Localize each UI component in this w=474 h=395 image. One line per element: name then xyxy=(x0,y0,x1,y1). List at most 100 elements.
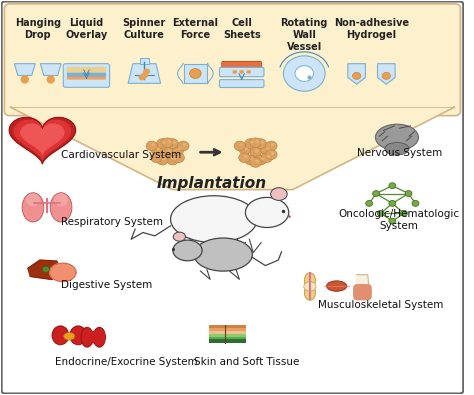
Circle shape xyxy=(245,147,248,150)
Circle shape xyxy=(245,139,256,149)
Text: Implantation: Implantation xyxy=(156,176,267,191)
Circle shape xyxy=(250,157,254,160)
Circle shape xyxy=(157,139,168,149)
Ellipse shape xyxy=(81,327,93,347)
FancyBboxPatch shape xyxy=(67,67,106,73)
Circle shape xyxy=(250,147,261,157)
Ellipse shape xyxy=(385,143,409,155)
Circle shape xyxy=(373,191,380,197)
Circle shape xyxy=(250,138,261,148)
Circle shape xyxy=(245,155,256,165)
FancyBboxPatch shape xyxy=(353,284,372,297)
Circle shape xyxy=(389,200,396,206)
FancyBboxPatch shape xyxy=(4,4,460,116)
Circle shape xyxy=(389,183,396,189)
FancyBboxPatch shape xyxy=(353,288,372,300)
Circle shape xyxy=(178,147,182,150)
Polygon shape xyxy=(14,120,71,160)
Circle shape xyxy=(246,70,251,74)
Polygon shape xyxy=(348,64,365,85)
Polygon shape xyxy=(47,76,54,83)
Ellipse shape xyxy=(271,188,287,200)
Ellipse shape xyxy=(304,285,316,300)
Circle shape xyxy=(157,155,168,165)
Circle shape xyxy=(42,266,50,273)
FancyBboxPatch shape xyxy=(63,64,109,87)
Ellipse shape xyxy=(50,193,72,222)
Circle shape xyxy=(255,149,259,152)
Circle shape xyxy=(167,139,178,149)
Circle shape xyxy=(265,141,277,151)
Circle shape xyxy=(255,140,259,143)
Circle shape xyxy=(162,147,173,157)
Circle shape xyxy=(172,157,176,160)
Circle shape xyxy=(405,191,412,197)
Text: Rotating
Wall
Vessel: Rotating Wall Vessel xyxy=(281,19,328,52)
Circle shape xyxy=(156,155,160,158)
FancyBboxPatch shape xyxy=(82,331,105,343)
Text: Cardiovascular System: Cardiovascular System xyxy=(61,150,181,160)
Circle shape xyxy=(151,145,163,155)
Circle shape xyxy=(266,155,270,158)
Polygon shape xyxy=(10,107,455,190)
Text: Oncologic/Hematologic
System: Oncologic/Hematologic System xyxy=(339,209,460,231)
Circle shape xyxy=(141,73,148,79)
Ellipse shape xyxy=(22,193,44,222)
FancyBboxPatch shape xyxy=(222,62,262,69)
Circle shape xyxy=(266,147,270,150)
Text: Nervous System: Nervous System xyxy=(356,148,442,158)
Circle shape xyxy=(234,141,246,151)
Ellipse shape xyxy=(327,281,346,291)
Circle shape xyxy=(265,150,277,160)
Circle shape xyxy=(162,141,166,144)
Ellipse shape xyxy=(64,333,75,340)
Ellipse shape xyxy=(194,238,252,271)
Circle shape xyxy=(138,75,146,81)
Circle shape xyxy=(190,69,201,79)
Text: Skin and Soft Tissue: Skin and Soft Tissue xyxy=(194,357,299,367)
Polygon shape xyxy=(50,263,76,282)
Circle shape xyxy=(172,141,176,144)
Circle shape xyxy=(260,141,264,144)
FancyBboxPatch shape xyxy=(209,331,246,334)
Circle shape xyxy=(255,160,259,163)
Circle shape xyxy=(167,140,171,143)
Ellipse shape xyxy=(304,282,316,291)
Polygon shape xyxy=(377,64,395,85)
FancyBboxPatch shape xyxy=(219,68,264,77)
Ellipse shape xyxy=(70,326,87,345)
Circle shape xyxy=(151,143,155,146)
Circle shape xyxy=(232,70,237,74)
Polygon shape xyxy=(21,76,28,83)
Polygon shape xyxy=(184,64,207,83)
FancyBboxPatch shape xyxy=(140,58,149,64)
Circle shape xyxy=(167,155,178,165)
Ellipse shape xyxy=(173,232,185,241)
Text: Musculoskeletal System: Musculoskeletal System xyxy=(318,300,444,310)
Circle shape xyxy=(167,149,171,152)
Circle shape xyxy=(261,145,272,155)
Ellipse shape xyxy=(304,273,316,288)
Text: Respiratory System: Respiratory System xyxy=(61,217,163,227)
Text: External
Force: External Force xyxy=(173,19,219,40)
Ellipse shape xyxy=(246,198,289,228)
Circle shape xyxy=(162,157,166,160)
Circle shape xyxy=(239,143,243,146)
Polygon shape xyxy=(128,64,161,83)
Text: Digestive System: Digestive System xyxy=(61,280,152,290)
Circle shape xyxy=(260,157,264,160)
Text: Non-adhesive
Hydrogel: Non-adhesive Hydrogel xyxy=(334,19,409,40)
Polygon shape xyxy=(356,275,369,297)
Ellipse shape xyxy=(171,196,257,243)
FancyBboxPatch shape xyxy=(209,325,246,328)
FancyBboxPatch shape xyxy=(209,339,246,343)
Text: Liquid
Overlay: Liquid Overlay xyxy=(65,19,108,40)
Circle shape xyxy=(173,153,184,163)
Circle shape xyxy=(143,69,150,75)
Circle shape xyxy=(353,72,361,79)
Circle shape xyxy=(365,200,373,206)
Ellipse shape xyxy=(173,240,202,261)
Circle shape xyxy=(255,139,266,149)
Text: Spinner
Culture: Spinner Culture xyxy=(123,19,166,40)
Circle shape xyxy=(250,158,261,167)
